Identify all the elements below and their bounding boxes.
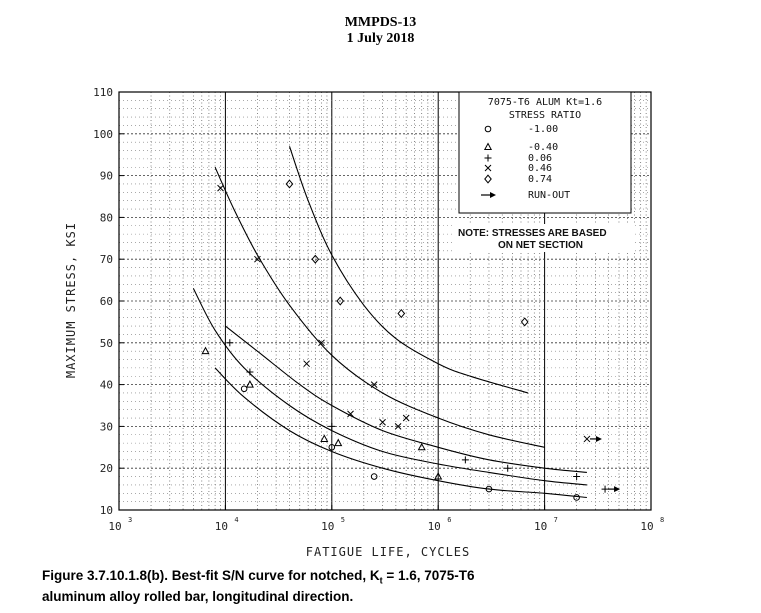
marker-diamond	[285, 179, 294, 189]
marker-cross	[370, 381, 378, 388]
marker-diamond	[311, 254, 320, 264]
marker-cross	[347, 410, 354, 418]
marker-cross	[402, 414, 410, 422]
y-tick-label: 50	[100, 337, 113, 350]
x-tick-label: 10	[534, 520, 547, 533]
marker-cross	[217, 184, 224, 192]
legend-title: 7075-T6 ALUM Kt=1.6	[488, 97, 602, 108]
marker-plus	[328, 422, 336, 430]
data-points	[201, 179, 621, 501]
fit-curve	[214, 367, 587, 499]
marker-cross	[254, 255, 261, 263]
marker-cross	[583, 435, 591, 443]
legend-subtitle: STRESS RATIO	[509, 110, 581, 121]
marker-cross	[303, 360, 310, 368]
marker-diamond	[397, 308, 406, 319]
marker-circle	[370, 473, 378, 480]
marker-triangle	[417, 442, 426, 451]
caption-subscript: t	[379, 575, 383, 586]
legend-marker-cross	[484, 164, 492, 172]
caption-line-1-suffix: = 1.6, 7075-T6	[382, 568, 475, 583]
y-tick-label: 70	[100, 253, 113, 266]
x-tick-label: 10	[215, 520, 228, 533]
marker-plus	[461, 456, 469, 464]
y-tick-label: 30	[100, 420, 113, 433]
figure-caption: Figure 3.7.10.1.8(b). Best-fit S/N curve…	[42, 568, 742, 604]
caption-line-2: aluminum alloy rolled bar, longitudinal …	[42, 588, 354, 604]
runout-arrow	[589, 435, 602, 442]
note: NOTE: STRESSES ARE BASED ON NET SECTION	[455, 224, 635, 252]
fit-curve	[288, 146, 529, 394]
marker-plus	[226, 339, 234, 347]
y-tick-label: 80	[100, 211, 113, 224]
x-tick-exponent: 8	[660, 516, 664, 524]
marker-plus	[601, 485, 609, 493]
legend-marker-diamond	[484, 174, 492, 184]
legend-label: 0.06	[528, 153, 552, 164]
legend-marker-triangle	[483, 142, 493, 150]
caption-line-1-prefix: Figure 3.7.10.1.8(b). Best-fit S/N curve…	[42, 568, 380, 583]
marker-plus	[504, 464, 512, 472]
marker-triangle	[245, 380, 254, 388]
y-tick-label: 110	[93, 86, 113, 99]
x-tick-exponent: 6	[447, 516, 451, 524]
note-line-2: ON NET SECTION	[498, 240, 583, 251]
fit-curve	[225, 325, 587, 473]
legend-label: -1.00	[528, 124, 558, 135]
marker-diamond	[336, 296, 345, 306]
x-axis-label: FATIGUE LIFE, CYCLES	[306, 545, 471, 559]
legend-marker-circle	[484, 125, 492, 133]
marker-plus	[246, 368, 254, 376]
marker-diamond	[520, 317, 529, 327]
marker-cross	[394, 423, 402, 430]
marker-triangle	[320, 434, 329, 442]
x-tick-exponent: 7	[554, 516, 558, 524]
x-tick-exponent: 4	[234, 516, 238, 524]
note-line-1: NOTE: STRESSES ARE BASED	[458, 228, 607, 239]
x-tick-label: 10	[321, 520, 334, 533]
legend-label: 0.46	[528, 163, 552, 174]
fit-curves	[192, 146, 587, 499]
y-tick-label: 100	[93, 128, 113, 141]
y-tick-label: 60	[100, 295, 113, 308]
marker-circle	[573, 494, 580, 501]
y-tick-label: 20	[100, 462, 113, 475]
marker-circle	[240, 385, 248, 393]
marker-circle	[328, 444, 336, 451]
y-tick-label: 90	[100, 170, 113, 183]
document-header-title: MMPDS-13	[344, 15, 417, 30]
marker-cross	[318, 339, 325, 347]
legend-label: -0.40	[528, 142, 558, 153]
x-tick-exponent: 5	[341, 516, 345, 524]
fit-curve	[214, 166, 545, 448]
marker-cross	[379, 418, 386, 426]
marker-plus	[573, 473, 581, 481]
runout-arrow	[608, 486, 621, 493]
x-tick-exponent: 3	[128, 516, 132, 524]
marker-circle	[485, 485, 493, 493]
legend: 7075-T6 ALUM Kt=1.6 STRESS RATIO -1.00 -0…	[458, 91, 632, 214]
marker-triangle	[334, 438, 343, 447]
y-tick-label: 40	[100, 379, 113, 392]
y-axis-label: MAXIMUM STRESS, KSI	[64, 222, 78, 378]
x-tick-label: 10	[428, 520, 441, 533]
legend-label: 0.74	[528, 174, 552, 185]
fit-curve	[192, 288, 587, 486]
x-tick-label: 10	[108, 520, 121, 533]
x-tick-label: 10	[640, 520, 653, 533]
grid	[119, 92, 651, 510]
marker-triangle	[201, 346, 210, 355]
legend-label: RUN-OUT	[528, 190, 570, 201]
marker-triangle	[434, 471, 443, 480]
legend-marker-arrow	[481, 192, 496, 198]
y-tick-label: 10	[100, 504, 113, 517]
document-header-date: 1 July 2018	[346, 31, 415, 46]
legend-marker-plus	[484, 154, 492, 162]
